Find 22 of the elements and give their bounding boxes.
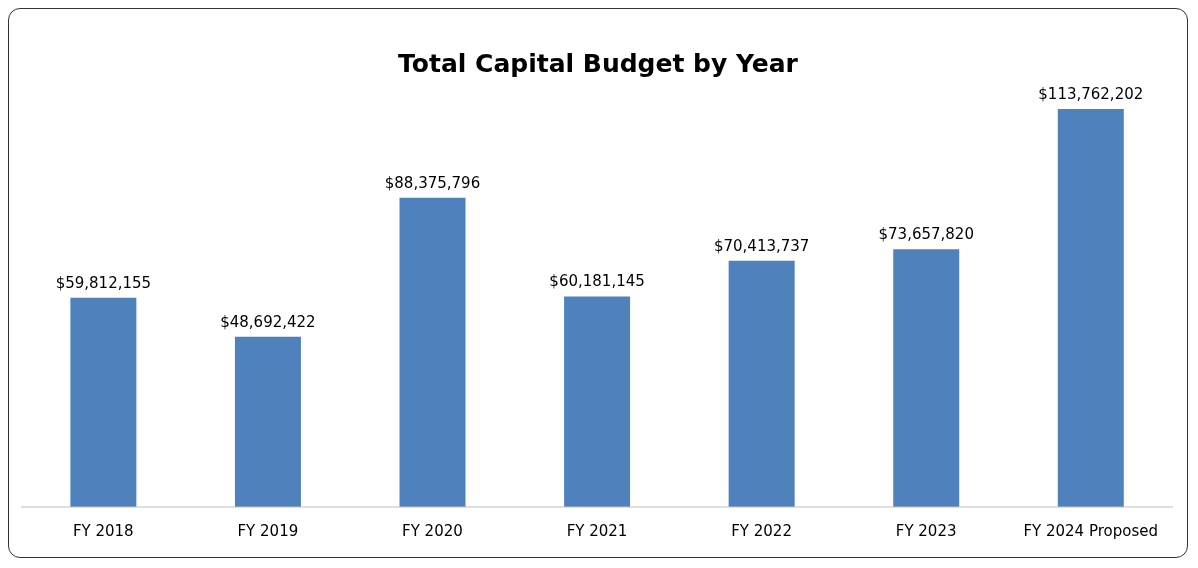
x-tick-label: FY 2020 xyxy=(402,521,463,540)
data-label: $60,181,145 xyxy=(549,272,645,291)
data-label: $113,762,202 xyxy=(1038,85,1144,103)
x-tick-label: FY 2018 xyxy=(72,521,134,540)
bar xyxy=(70,297,137,507)
data-label: $48,692,422 xyxy=(220,312,316,331)
x-tick-label: FY 2021 xyxy=(566,521,628,540)
chart-title: Total Capital Budget by Year xyxy=(397,48,799,79)
x-tick-label: FY 2022 xyxy=(731,521,792,540)
x-tick-label: FY 2024 Proposed xyxy=(1023,521,1158,540)
bar xyxy=(234,336,301,507)
bar xyxy=(1057,109,1124,507)
bar xyxy=(893,249,960,507)
bar xyxy=(564,296,631,507)
data-label: $70,413,737 xyxy=(713,236,810,255)
x-tick-label: FY 2023 xyxy=(895,521,957,540)
data-label: $59,812,155 xyxy=(55,273,152,292)
bar xyxy=(399,197,466,507)
x-tick-label: FY 2019 xyxy=(237,521,299,540)
bar xyxy=(728,260,795,507)
data-label: $73,657,820 xyxy=(878,225,974,244)
data-label: $88,375,796 xyxy=(384,173,481,192)
